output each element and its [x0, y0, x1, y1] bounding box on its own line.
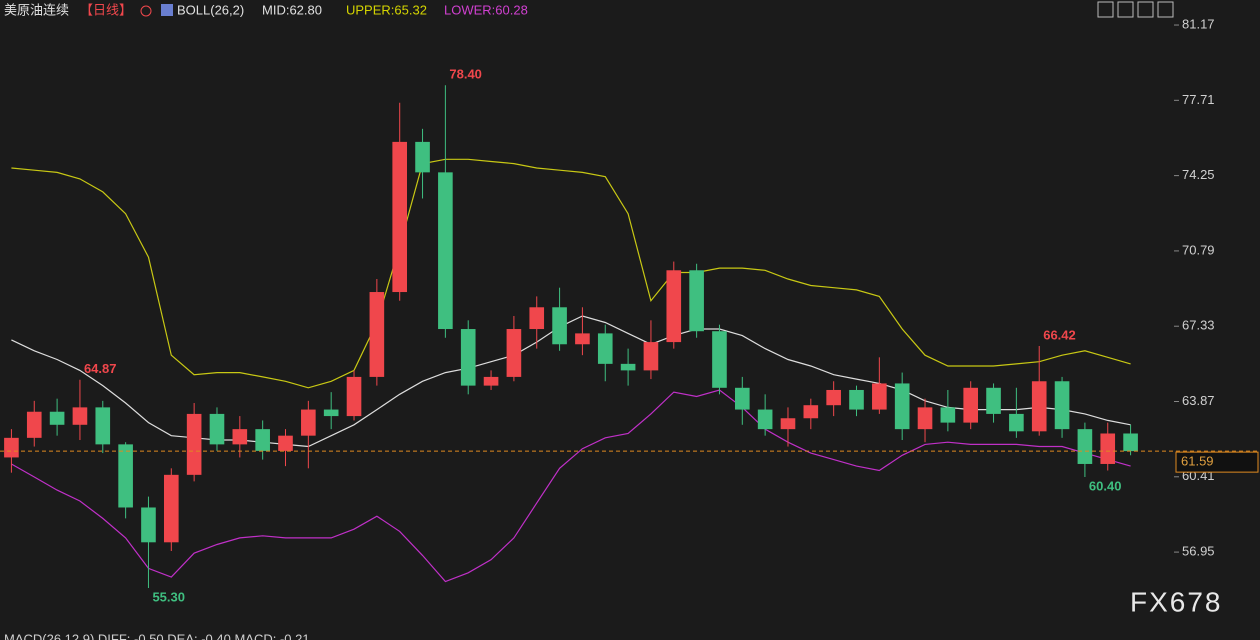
candle-body	[552, 307, 567, 345]
candle-body	[894, 383, 910, 430]
candle-body	[1077, 429, 1093, 464]
candle-body	[575, 333, 590, 345]
toolbar	[1097, 1, 1174, 18]
candle-body	[95, 407, 111, 445]
candle-body	[323, 409, 339, 417]
candle-body	[940, 407, 956, 423]
candle-body	[826, 389, 841, 406]
extreme-label: 55.30	[152, 589, 185, 604]
candle-body	[460, 329, 476, 386]
candle-body	[392, 141, 408, 293]
y-tick-label: 77.71	[1182, 92, 1215, 107]
candle-body	[849, 389, 864, 410]
tool-button[interactable]	[1097, 1, 1114, 18]
candle-body	[597, 333, 613, 364]
extreme-label: 66.42	[1043, 327, 1076, 342]
candle-body	[163, 474, 179, 543]
tool-button[interactable]	[1117, 1, 1134, 18]
mid-label: MID:62.80	[262, 2, 322, 17]
candle-body	[118, 444, 133, 508]
header: 美原油连续 【日线】 BOLL(26,2) MID:62.80 UPPER:65…	[4, 2, 528, 17]
lower-label: LOWER:60.28	[444, 2, 528, 17]
candle-body	[209, 413, 225, 445]
candle-body	[986, 387, 1001, 414]
candle-body	[757, 409, 773, 430]
candle-body	[689, 270, 704, 332]
candle-body	[1009, 413, 1024, 432]
icon[interactable]	[161, 4, 173, 16]
candle-body	[4, 437, 19, 458]
last-price-label: 61.59	[1181, 454, 1214, 469]
candle-body	[278, 435, 293, 451]
y-tick-label: 67.33	[1182, 318, 1215, 333]
symbol: 美原油连续	[4, 2, 69, 17]
candle-body	[232, 429, 248, 445]
band-line	[11, 389, 1131, 583]
candle-body	[26, 411, 42, 438]
icon[interactable]	[140, 5, 152, 17]
candle-body	[529, 307, 545, 330]
candle-body	[643, 342, 659, 371]
last-price-box	[1175, 451, 1259, 473]
indicator: BOLL(26,2)	[177, 2, 244, 17]
candle-body	[620, 363, 636, 371]
extreme-label: 78.40	[449, 67, 482, 82]
upper-label: UPPER:65.32	[346, 2, 427, 17]
candle-body	[346, 376, 362, 417]
candle-body	[917, 407, 933, 430]
candle-body	[438, 172, 453, 330]
extreme-label: 60.40	[1089, 478, 1122, 493]
footer: MACD(26,12,9) DIFF: -0.50 DEA: -0.40 MAC…	[4, 631, 310, 640]
band-line	[11, 158, 1131, 389]
candle-body	[1123, 433, 1138, 452]
y-tick-label: 70.79	[1182, 242, 1215, 257]
candle-body	[1031, 381, 1047, 432]
y-tick-label: 74.25	[1182, 167, 1215, 182]
y-tick-label: 63.87	[1182, 393, 1215, 408]
candle-body	[712, 331, 727, 388]
candle-body	[141, 507, 156, 543]
tool-button[interactable]	[1137, 1, 1154, 18]
y-tick-label: 81.17	[1182, 16, 1215, 31]
candle-body	[506, 329, 522, 377]
candle-body	[1054, 381, 1070, 430]
candle-body	[963, 387, 979, 423]
candle-body	[49, 411, 65, 425]
watermark: FX678	[1130, 586, 1223, 617]
candle-body	[1100, 433, 1116, 464]
candle-body	[734, 387, 750, 410]
candle-body	[872, 383, 887, 410]
candle-body	[255, 429, 270, 451]
candle-body	[186, 413, 202, 475]
candle-body	[415, 141, 430, 173]
candle-body	[301, 409, 316, 436]
candle-body	[483, 376, 499, 386]
candle-body	[803, 405, 819, 419]
period: 【日线】	[80, 2, 132, 17]
candle-body	[666, 270, 682, 343]
y-tick-label: 56.95	[1182, 544, 1215, 559]
candle-body	[780, 418, 796, 430]
tool-button[interactable]	[1157, 1, 1174, 18]
extreme-label: 64.87	[84, 361, 117, 376]
candle-body	[369, 292, 385, 377]
candle-body	[72, 407, 88, 425]
